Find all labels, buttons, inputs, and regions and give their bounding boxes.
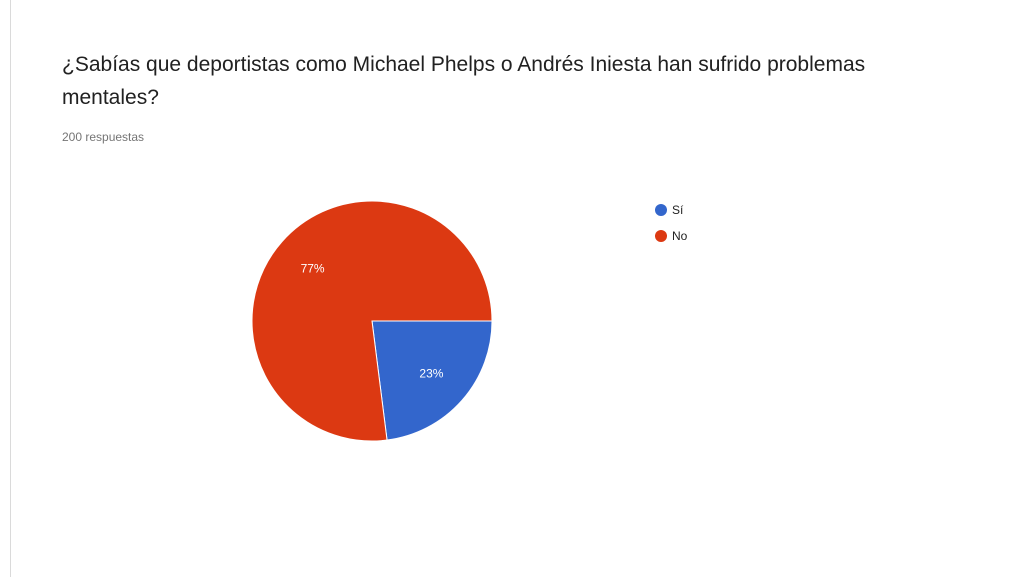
pie-slice-labels: 23% 77% xyxy=(301,262,444,381)
chart-legend: Sí No xyxy=(655,203,688,243)
legend-item-1[interactable]: No xyxy=(655,229,688,243)
pie-slice-label-0: 23% xyxy=(419,366,443,380)
pie-slice-label-1: 77% xyxy=(301,262,325,276)
legend-label-0: Sí xyxy=(672,203,684,217)
question-title: ¿Sabías que deportistas como Michael Phe… xyxy=(62,53,866,109)
card-left-border xyxy=(10,0,11,577)
response-count: 200 respuestas xyxy=(62,130,145,144)
pie-slices xyxy=(251,200,493,442)
pie-slice-0[interactable] xyxy=(371,320,493,441)
legend-swatch-1 xyxy=(655,230,667,242)
legend-item-0[interactable]: Sí xyxy=(655,203,684,217)
legend-swatch-0 xyxy=(655,204,667,216)
pie-slice-1[interactable] xyxy=(251,200,493,442)
legend-label-1: No xyxy=(672,229,688,243)
